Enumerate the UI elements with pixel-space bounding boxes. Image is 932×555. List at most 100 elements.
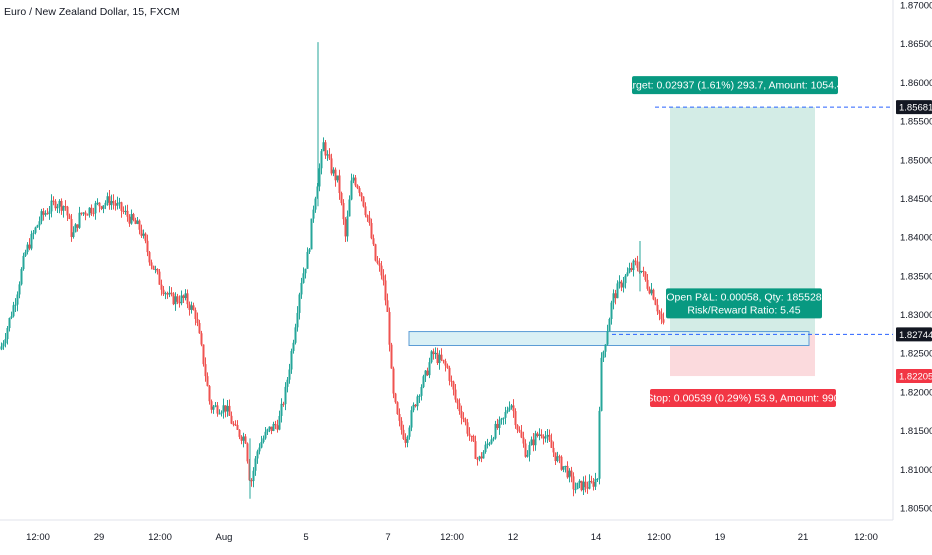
candle-body <box>102 205 105 209</box>
candle-body <box>548 434 551 441</box>
candle-body <box>110 200 113 206</box>
candle-body <box>458 403 461 412</box>
candle-body <box>234 424 237 426</box>
candle-body <box>276 425 279 430</box>
candle-body <box>596 478 599 480</box>
candle-body <box>636 261 639 268</box>
candle-body <box>294 327 297 343</box>
candle-body <box>20 269 23 285</box>
candle-body <box>562 466 565 470</box>
chart-title: Euro / New Zealand Dollar, 15, FXCM <box>4 6 180 18</box>
candle-body <box>388 311 391 345</box>
candle-body <box>242 436 245 441</box>
candle-body <box>434 352 437 355</box>
candle-body <box>4 339 7 344</box>
candle-body <box>218 413 221 415</box>
candle-body <box>406 436 409 443</box>
candle-body <box>94 203 97 214</box>
y-tick-label: 1.85000 <box>900 155 932 166</box>
candle-body <box>206 376 209 387</box>
candle-body <box>232 423 235 425</box>
candle-body <box>368 217 371 223</box>
candle-body <box>556 456 559 462</box>
candle-body <box>96 202 99 204</box>
candle-body <box>288 369 291 380</box>
candle-body <box>38 221 41 226</box>
candle-body <box>286 379 289 387</box>
candle-body <box>418 395 421 397</box>
candle-body <box>396 402 399 415</box>
candle-body <box>298 294 301 313</box>
candle-body <box>246 443 249 462</box>
candle-body <box>442 359 445 362</box>
candle-body <box>566 465 569 478</box>
candle-body <box>32 232 35 234</box>
candle-body <box>578 480 581 483</box>
candle-body <box>656 304 659 312</box>
x-tick-label: 21 <box>798 532 809 543</box>
candle-body <box>164 293 167 295</box>
candle-body <box>66 206 69 216</box>
candle-body <box>648 288 651 294</box>
candle-body <box>30 233 33 249</box>
candle-body <box>342 202 345 220</box>
candle-body <box>200 333 203 345</box>
candle-body <box>240 436 243 441</box>
candle-body <box>586 487 589 489</box>
candle-body <box>324 142 327 156</box>
candle-body <box>550 440 553 448</box>
candle-body <box>536 433 539 436</box>
candle-body <box>72 232 75 238</box>
candle-body <box>622 283 625 288</box>
candle-body <box>306 251 309 269</box>
candle-body <box>182 295 185 299</box>
candle-body <box>390 344 393 369</box>
stop-price-tag-text: 1.82205 <box>899 372 932 383</box>
current-price-tag-text: 1.82744 <box>899 330 932 341</box>
candle-body <box>340 193 343 203</box>
candle-body <box>198 323 201 334</box>
candle-body <box>486 443 489 445</box>
candle-body <box>88 207 91 215</box>
candle-body <box>530 439 533 446</box>
candle-body <box>12 305 15 317</box>
candle-body <box>90 207 93 214</box>
candle-body <box>450 380 453 382</box>
candle-body <box>256 451 259 459</box>
candle-body <box>214 405 217 407</box>
candle-body <box>180 295 183 304</box>
y-tick-label: 1.82500 <box>900 349 932 360</box>
candle-body <box>478 456 481 460</box>
y-tick-label: 1.81000 <box>900 465 932 476</box>
candle-body <box>282 403 285 405</box>
candle-body <box>142 233 145 236</box>
candle-body <box>250 480 253 482</box>
candle-body <box>112 200 115 204</box>
candle-body <box>564 465 567 467</box>
candle-body <box>310 218 313 250</box>
candle-body <box>104 202 107 206</box>
candle-body <box>592 482 595 487</box>
candle-body <box>624 275 627 284</box>
candle-body <box>92 213 95 215</box>
candle-body <box>382 275 385 281</box>
candle-body <box>244 436 247 444</box>
candle-body <box>508 407 511 411</box>
candle-body <box>422 376 425 388</box>
candle-body <box>502 417 505 419</box>
candle-body <box>374 244 377 261</box>
candle-body <box>640 270 643 272</box>
candle-body <box>334 169 337 181</box>
candle-body <box>444 361 447 366</box>
candle-body <box>362 196 365 207</box>
candle-body <box>136 220 139 224</box>
candle-body <box>224 405 227 412</box>
candle-body <box>520 431 523 438</box>
candle-body <box>188 304 191 310</box>
candle-body <box>160 284 163 290</box>
support-zone[interactable] <box>408 331 810 346</box>
candle-body <box>174 296 177 305</box>
y-tick-label: 1.85500 <box>900 117 932 128</box>
candle-body <box>430 351 433 363</box>
